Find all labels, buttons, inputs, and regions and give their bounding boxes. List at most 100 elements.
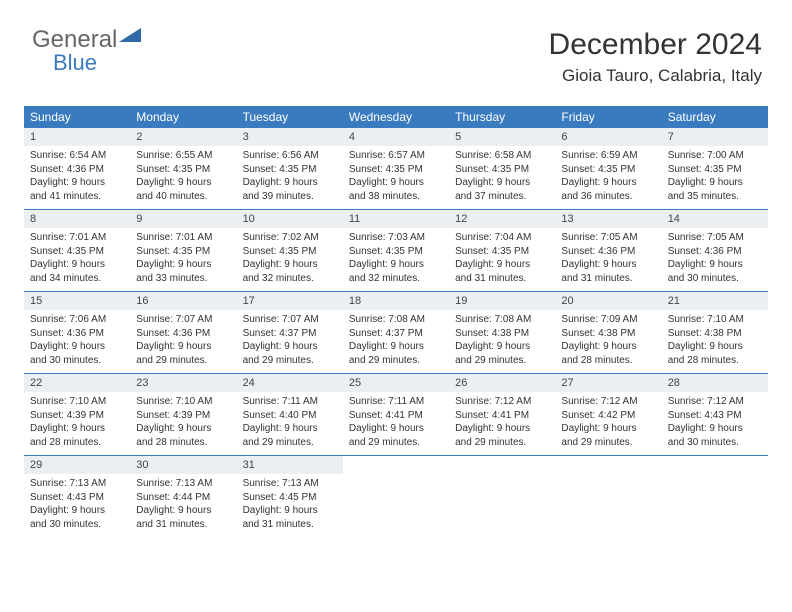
day-line: Sunrise: 7:12 AM xyxy=(668,395,762,409)
day-line: Sunset: 4:35 PM xyxy=(349,163,443,177)
day-line: Sunset: 4:35 PM xyxy=(349,245,443,259)
calendar-grid: SundayMondayTuesdayWednesdayThursdayFrid… xyxy=(24,106,768,537)
day-number: 23 xyxy=(130,374,236,392)
day-line: Sunset: 4:39 PM xyxy=(136,409,230,423)
day-line: Sunset: 4:35 PM xyxy=(30,245,124,259)
day-line: Sunset: 4:37 PM xyxy=(243,327,337,341)
day-line: Sunrise: 7:13 AM xyxy=(136,477,230,491)
calendar-day: 20Sunrise: 7:09 AMSunset: 4:38 PMDayligh… xyxy=(555,292,661,373)
day-number: 25 xyxy=(343,374,449,392)
day-line: Sunrise: 7:03 AM xyxy=(349,231,443,245)
day-details: Sunrise: 7:11 AMSunset: 4:40 PMDaylight:… xyxy=(237,392,343,455)
day-line: Sunrise: 7:13 AM xyxy=(243,477,337,491)
day-line: Daylight: 9 hours xyxy=(349,176,443,190)
day-line: Sunset: 4:41 PM xyxy=(455,409,549,423)
day-line: and 29 minutes. xyxy=(561,436,655,450)
day-line: Sunrise: 7:07 AM xyxy=(136,313,230,327)
day-number: 4 xyxy=(343,128,449,146)
day-line: Sunrise: 7:10 AM xyxy=(668,313,762,327)
day-line: Sunset: 4:37 PM xyxy=(349,327,443,341)
day-details: Sunrise: 7:11 AMSunset: 4:41 PMDaylight:… xyxy=(343,392,449,455)
day-details: Sunrise: 7:12 AMSunset: 4:42 PMDaylight:… xyxy=(555,392,661,455)
day-number: 6 xyxy=(555,128,661,146)
day-details: Sunrise: 7:05 AMSunset: 4:36 PMDaylight:… xyxy=(555,228,661,291)
day-details: Sunrise: 7:02 AMSunset: 4:35 PMDaylight:… xyxy=(237,228,343,291)
day-number: 1 xyxy=(24,128,130,146)
calendar-day: 13Sunrise: 7:05 AMSunset: 4:36 PMDayligh… xyxy=(555,210,661,291)
day-line: Daylight: 9 hours xyxy=(349,422,443,436)
day-number: 20 xyxy=(555,292,661,310)
day-line: and 29 minutes. xyxy=(136,354,230,368)
calendar-day: 1Sunrise: 6:54 AMSunset: 4:36 PMDaylight… xyxy=(24,128,130,209)
calendar-day: 5Sunrise: 6:58 AMSunset: 4:35 PMDaylight… xyxy=(449,128,555,209)
day-line: and 30 minutes. xyxy=(668,436,762,450)
day-details: Sunrise: 6:56 AMSunset: 4:35 PMDaylight:… xyxy=(237,146,343,209)
day-line: and 41 minutes. xyxy=(30,190,124,204)
logo-text-2: Blue xyxy=(53,50,97,76)
day-line: Daylight: 9 hours xyxy=(668,340,762,354)
day-details: Sunrise: 7:08 AMSunset: 4:37 PMDaylight:… xyxy=(343,310,449,373)
day-number: 12 xyxy=(449,210,555,228)
day-details: Sunrise: 7:10 AMSunset: 4:39 PMDaylight:… xyxy=(130,392,236,455)
day-line: Sunset: 4:43 PM xyxy=(30,491,124,505)
day-line: Daylight: 9 hours xyxy=(243,504,337,518)
day-number: 27 xyxy=(555,374,661,392)
day-line: and 28 minutes. xyxy=(561,354,655,368)
calendar-day: 26Sunrise: 7:12 AMSunset: 4:41 PMDayligh… xyxy=(449,374,555,455)
day-line: Sunset: 4:36 PM xyxy=(668,245,762,259)
day-line: and 29 minutes. xyxy=(243,436,337,450)
calendar-day: 8Sunrise: 7:01 AMSunset: 4:35 PMDaylight… xyxy=(24,210,130,291)
day-details: Sunrise: 7:13 AMSunset: 4:45 PMDaylight:… xyxy=(237,474,343,537)
day-line: Sunset: 4:38 PM xyxy=(455,327,549,341)
day-number: 29 xyxy=(24,456,130,474)
calendar-day: 30Sunrise: 7:13 AMSunset: 4:44 PMDayligh… xyxy=(130,456,236,537)
weekday-header: Wednesday xyxy=(343,106,449,128)
day-details: Sunrise: 7:10 AMSunset: 4:38 PMDaylight:… xyxy=(662,310,768,373)
calendar-day: 12Sunrise: 7:04 AMSunset: 4:35 PMDayligh… xyxy=(449,210,555,291)
day-line: Daylight: 9 hours xyxy=(668,176,762,190)
day-line: Sunset: 4:45 PM xyxy=(243,491,337,505)
day-line: Daylight: 9 hours xyxy=(136,504,230,518)
calendar-day-empty xyxy=(449,456,555,537)
day-line: Daylight: 9 hours xyxy=(136,422,230,436)
day-line: Sunset: 4:35 PM xyxy=(455,245,549,259)
day-line: and 29 minutes. xyxy=(455,354,549,368)
calendar-day: 29Sunrise: 7:13 AMSunset: 4:43 PMDayligh… xyxy=(24,456,130,537)
day-number: 10 xyxy=(237,210,343,228)
day-line: Sunrise: 7:01 AM xyxy=(30,231,124,245)
day-line: Sunrise: 6:59 AM xyxy=(561,149,655,163)
day-line: Sunset: 4:42 PM xyxy=(561,409,655,423)
day-line: Daylight: 9 hours xyxy=(561,258,655,272)
weekday-header: Monday xyxy=(130,106,236,128)
day-line: Daylight: 9 hours xyxy=(30,340,124,354)
day-details: Sunrise: 7:12 AMSunset: 4:43 PMDaylight:… xyxy=(662,392,768,455)
day-number: 14 xyxy=(662,210,768,228)
day-line: Sunrise: 7:07 AM xyxy=(243,313,337,327)
day-line: Sunset: 4:36 PM xyxy=(30,163,124,177)
day-line: Sunrise: 7:11 AM xyxy=(349,395,443,409)
day-line: Daylight: 9 hours xyxy=(243,176,337,190)
day-line: and 37 minutes. xyxy=(455,190,549,204)
day-line: Sunrise: 7:12 AM xyxy=(455,395,549,409)
day-line: Sunrise: 7:10 AM xyxy=(30,395,124,409)
calendar-day-empty xyxy=(343,456,449,537)
weeks-container: 1Sunrise: 6:54 AMSunset: 4:36 PMDaylight… xyxy=(24,128,768,537)
day-line: and 28 minutes. xyxy=(668,354,762,368)
day-line: Sunset: 4:35 PM xyxy=(243,163,337,177)
day-details: Sunrise: 7:00 AMSunset: 4:35 PMDaylight:… xyxy=(662,146,768,209)
day-line: Daylight: 9 hours xyxy=(30,504,124,518)
day-line: Sunrise: 7:10 AM xyxy=(136,395,230,409)
logo-triangle-icon xyxy=(119,28,141,42)
day-details: Sunrise: 7:06 AMSunset: 4:36 PMDaylight:… xyxy=(24,310,130,373)
day-line: and 28 minutes. xyxy=(136,436,230,450)
month-year-title: December 2024 xyxy=(549,28,762,62)
calendar-day-empty xyxy=(662,456,768,537)
day-details: Sunrise: 7:05 AMSunset: 4:36 PMDaylight:… xyxy=(662,228,768,291)
day-line: and 31 minutes. xyxy=(455,272,549,286)
day-line: Sunset: 4:36 PM xyxy=(30,327,124,341)
day-line: Daylight: 9 hours xyxy=(243,422,337,436)
calendar-day: 3Sunrise: 6:56 AMSunset: 4:35 PMDaylight… xyxy=(237,128,343,209)
day-number: 2 xyxy=(130,128,236,146)
day-line: Sunrise: 7:06 AM xyxy=(30,313,124,327)
day-number: 9 xyxy=(130,210,236,228)
